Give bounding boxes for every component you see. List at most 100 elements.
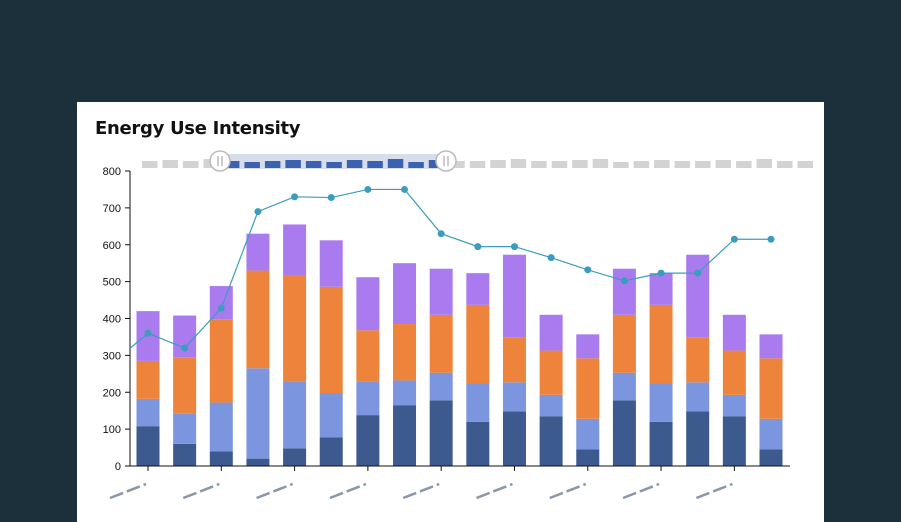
y-tick-label: 400 [103, 314, 121, 326]
bar-segment-1 [502, 411, 526, 466]
y-tick-label: 300 [103, 350, 121, 362]
brush-mini-bar [490, 160, 506, 168]
bar-segment-2 [612, 372, 636, 401]
brush-mini-bar [244, 162, 260, 168]
brush-handle-right[interactable] [435, 150, 457, 172]
line-point [254, 208, 262, 216]
y-tick-label: 200 [103, 387, 121, 399]
bar-segment-2 [576, 418, 600, 450]
bar-segment-4 [173, 315, 197, 358]
line-point [474, 243, 482, 251]
brush-mini-bar [613, 162, 629, 168]
brush-mini-bar [777, 161, 793, 168]
bar-segment-4 [759, 334, 783, 359]
brush-mini-bar [346, 160, 363, 168]
x-tick-label-obscured [622, 482, 660, 500]
line-point [694, 269, 702, 277]
bar-segment-2 [356, 381, 380, 416]
line-point [510, 243, 518, 251]
x-tick-label-obscured [476, 482, 513, 500]
x-tick-label-obscured [182, 482, 220, 500]
bar-segment-4 [466, 273, 490, 305]
y-tick-label: 500 [103, 277, 121, 289]
bar-segment-4 [539, 314, 563, 351]
bar-segment-2 [686, 382, 710, 412]
bar-segment-2 [209, 402, 233, 452]
bar-segment-3 [722, 350, 746, 395]
bar-segment-4 [319, 240, 343, 287]
bar-segment-1 [429, 400, 453, 466]
bar-segment-2 [649, 383, 673, 422]
brush-mini-bar [469, 161, 486, 168]
brush-mini-bar [305, 161, 322, 168]
brush-mini-bar [264, 161, 281, 168]
bar-segment-3 [246, 270, 270, 369]
brush-mini-bar [654, 160, 670, 168]
bar-segment-1 [356, 415, 380, 466]
bar-segment-4 [612, 268, 636, 315]
brush-mini-bar [367, 161, 383, 168]
y-tick-label: 800 [103, 166, 121, 178]
bar-segment-4 [393, 263, 417, 325]
bar-segment-3 [466, 304, 490, 384]
bar-segment-1 [612, 400, 636, 466]
line-point [620, 277, 628, 285]
y-tick-label: 0 [115, 461, 121, 473]
bar-segment-1 [246, 458, 270, 466]
bar-segment-3 [356, 330, 380, 382]
bar-segment-1 [283, 448, 307, 466]
bar-segment-4 [429, 268, 453, 315]
bar-segment-3 [759, 358, 783, 419]
brush-mini-bar [633, 161, 650, 168]
bar-segment-3 [429, 314, 453, 373]
bar-segment-2 [136, 398, 160, 427]
bar-segment-3 [686, 337, 710, 383]
bar-segment-1 [686, 411, 710, 466]
line-point [584, 266, 592, 274]
bar-segment-3 [319, 286, 343, 393]
brush-handle-left[interactable] [209, 150, 231, 172]
line-point [730, 235, 738, 243]
bar-segment-1 [649, 421, 673, 466]
bar-segment-3 [612, 314, 636, 373]
bar-segment-1 [136, 426, 160, 466]
bar-segment-1 [759, 449, 783, 466]
bar-segment-1 [576, 449, 600, 466]
bar-segment-2 [283, 381, 307, 449]
bar-segment-2 [539, 394, 563, 417]
x-tick-label-obscured [329, 482, 367, 500]
brush-mini-bar [797, 161, 813, 168]
bar-segment-3 [502, 337, 526, 383]
bar-segment-2 [502, 382, 526, 412]
chart-title: Energy Use Intensity [95, 118, 301, 139]
line-point [327, 194, 335, 202]
bar-segment-2 [319, 392, 343, 438]
bar-segment-3 [649, 304, 673, 384]
line-point [217, 304, 225, 312]
brush-mini-bar [674, 161, 691, 168]
x-tick-label-obscured [695, 482, 733, 500]
bar-segment-4 [283, 224, 307, 275]
x-tick-label-obscured [402, 482, 440, 500]
bar-segment-2 [759, 418, 783, 450]
bar-segment-3 [283, 274, 307, 382]
brush-mini-bar [162, 160, 178, 168]
x-tick-label-obscured [549, 482, 587, 500]
bar-segment-4 [649, 273, 673, 305]
brush-mini-bar [695, 161, 711, 168]
brush-mini-bar [223, 161, 240, 168]
brush-mini-bar [510, 159, 527, 168]
brush-mini-bar [182, 161, 199, 168]
brush-mini-bar [715, 160, 732, 168]
bar-segment-2 [173, 413, 197, 444]
bar-segment-2 [466, 383, 490, 422]
line-point [437, 230, 445, 238]
bar-segment-1 [466, 421, 490, 466]
brush-mini-bar [408, 162, 424, 168]
bar-segment-3 [136, 360, 160, 399]
bar-segment-1 [173, 443, 197, 466]
bar-segment-3 [209, 319, 233, 403]
bar-segment-4 [356, 277, 380, 331]
x-tick-label-obscured [256, 482, 294, 500]
chart: 0 100 200 300 400 500 600 700 800 [103, 150, 813, 500]
